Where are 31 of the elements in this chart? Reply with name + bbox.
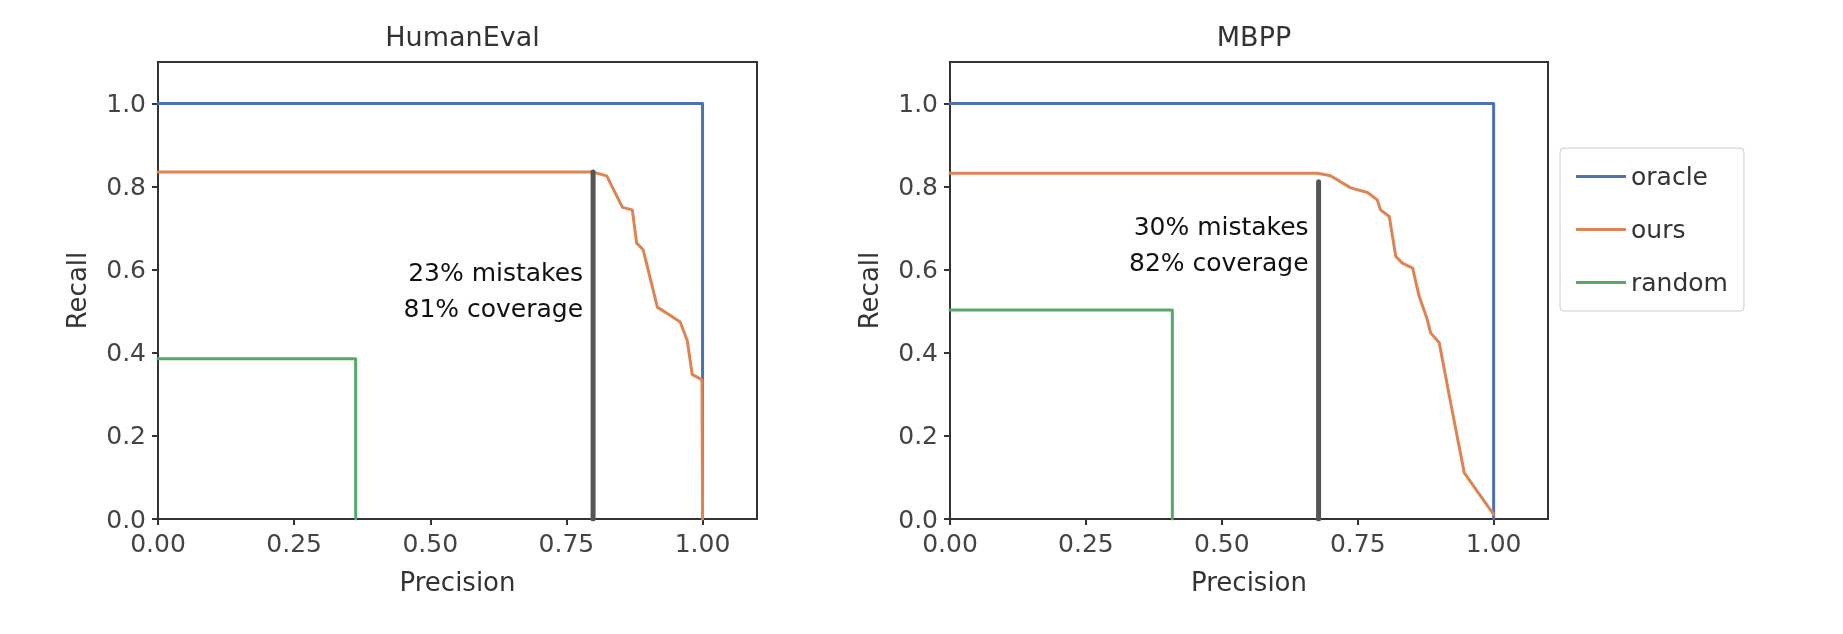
y-axis-title: Recall xyxy=(854,251,884,330)
legend-label: ours xyxy=(1631,215,1686,244)
y-tick-label: 1.0 xyxy=(898,89,938,119)
y-tick-label: 0.8 xyxy=(898,172,938,202)
y-tick-label: 0.4 xyxy=(898,338,938,368)
y-tick-label: 0.2 xyxy=(898,421,938,451)
y-axis-title: Recall xyxy=(62,251,92,330)
x-axis-title: Precision xyxy=(399,567,516,597)
legend-label: random xyxy=(1631,268,1728,297)
x-tick-label: 0.50 xyxy=(402,529,459,558)
chart-title: MBPP xyxy=(1216,21,1292,52)
y-tick-label: 0.2 xyxy=(106,421,146,451)
x-tick-label: 0.75 xyxy=(538,529,595,558)
x-tick-label: 0.50 xyxy=(1193,529,1250,558)
x-tick-label: 1.00 xyxy=(1465,529,1522,558)
chart-title: HumanEval xyxy=(385,21,540,52)
x-axis-title: Precision xyxy=(1190,567,1308,597)
annotation: 30% mistakes 82% coverage xyxy=(1129,212,1309,278)
annotation: 23% mistakes 81% coverage xyxy=(403,258,584,323)
y-tick-label: 0.8 xyxy=(106,172,146,202)
x-tick-label: 0.25 xyxy=(1058,529,1114,558)
legend-label: oracle xyxy=(1631,162,1708,191)
y-tick-label: 0.6 xyxy=(898,255,938,285)
x-tick-label: 0.75 xyxy=(1329,529,1386,558)
x-tick-label: 1.00 xyxy=(674,529,731,558)
line-series xyxy=(948,171,1496,516)
x-tick-label: 0.25 xyxy=(266,529,322,558)
y-tick-label: 0.6 xyxy=(106,255,146,285)
y-tick-label: 1.0 xyxy=(106,89,146,119)
y-tick-label: 0.4 xyxy=(106,338,146,368)
line-series xyxy=(156,170,705,521)
